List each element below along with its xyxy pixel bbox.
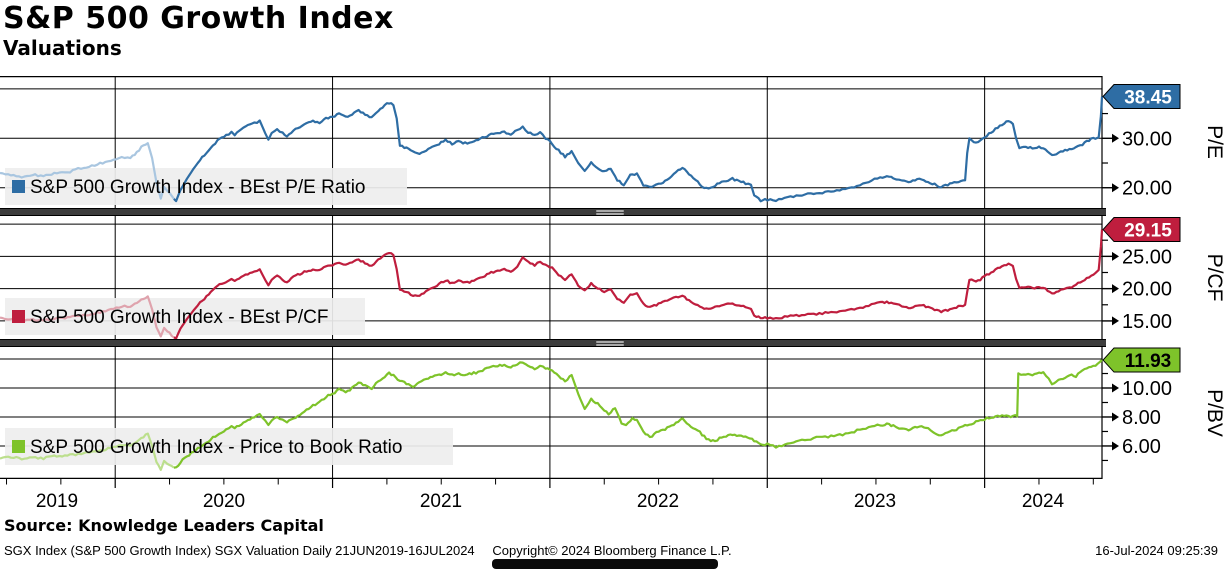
x-year-label: 2021 xyxy=(420,491,462,512)
x-axis: 2019 2020 2021 2022 2023 2024 xyxy=(6,479,1094,512)
y-tick-arrow-icon xyxy=(1112,251,1119,261)
legend-pbv[interactable]: S&P 500 Growth Index - Price to Book Rat… xyxy=(12,437,402,458)
legend-label: S&P 500 Growth Index - BEst P/CF xyxy=(30,307,329,328)
y-tick-label: 8.00 xyxy=(1122,407,1161,429)
y-tick-label: 30.00 xyxy=(1122,128,1172,150)
panel-separator xyxy=(0,208,1106,216)
y-tick-label: 6.00 xyxy=(1122,436,1161,458)
legend-marker-icon xyxy=(12,180,25,193)
legend-marker-icon xyxy=(12,310,25,323)
y-axis-title: P/E xyxy=(1203,125,1224,159)
legend-label: S&P 500 Growth Index - Price to Book Rat… xyxy=(30,437,402,458)
y-tick-label: 20.00 xyxy=(1122,279,1172,301)
y-tick-label: 15.00 xyxy=(1122,311,1172,333)
y-tick-arrow-icon xyxy=(1112,412,1119,422)
last-value-tag-pe: 38.45 xyxy=(1102,84,1181,110)
panel-drag-handle-icon[interactable] xyxy=(596,210,624,215)
legend-box xyxy=(5,168,407,205)
last-value-tag-shape xyxy=(1102,217,1181,243)
legend-box xyxy=(5,428,453,465)
panel-separator xyxy=(0,339,1106,347)
y-tick-arrow-icon xyxy=(1112,316,1119,326)
x-year-label: 2020 xyxy=(203,491,245,512)
legend-pcf[interactable]: S&P 500 Growth Index - BEst P/CF xyxy=(12,307,329,328)
last-value-tag-pbv: 11.93 xyxy=(1102,347,1181,373)
y-tick-arrow-icon xyxy=(1112,383,1119,393)
source-note: Source: Knowledge Leaders Capital xyxy=(4,516,324,535)
y-tick-arrow-icon xyxy=(1112,183,1119,193)
series-line xyxy=(173,96,1104,203)
x-year-label: 2022 xyxy=(637,491,679,512)
footer-timestamp: 16-Jul-2024 09:25:39 xyxy=(1095,543,1218,558)
page-title: S&P 500 Growth Index xyxy=(3,1,394,36)
footer-row: SGX Index (S&P 500 Growth Index) SGX Val… xyxy=(0,543,1224,561)
y-tick-label: 10.00 xyxy=(1122,378,1172,400)
last-value-tag-label: 38.45 xyxy=(1124,88,1172,109)
legend-label: S&P 500 Growth Index - BEst P/E Ratio xyxy=(30,177,365,198)
y-axis-title: P/CF xyxy=(1203,254,1224,302)
footer-copyright: Copyright© 2024 Bloomberg Finance L.P. xyxy=(492,543,732,558)
x-year-label: 2024 xyxy=(1022,491,1065,512)
chart-header: S&P 500 Growth Index Valuations xyxy=(3,1,394,61)
page-subtitle: Valuations xyxy=(3,36,122,60)
last-value-tag-pcf: 29.15 xyxy=(1102,217,1181,243)
series-line-early xyxy=(0,295,175,339)
x-year-label: 2019 xyxy=(36,491,78,512)
legend-marker-icon xyxy=(12,440,25,453)
panel-drag-handle-icon[interactable] xyxy=(596,341,624,346)
series-line-early xyxy=(0,432,175,472)
legend-box xyxy=(5,298,365,335)
last-value-tag-label: 29.15 xyxy=(1124,221,1172,242)
pe-panel-chart[interactable]: S&P 500 Growth Index - BEst P/E Ratio 30.… xyxy=(0,76,1224,208)
series-line xyxy=(173,229,1104,339)
last-value-tag-label: 11.93 xyxy=(1125,351,1172,372)
pbv-panel-chart[interactable]: S&P 500 Growth Index - Price to Book Rat… xyxy=(0,347,1224,479)
legend-pe[interactable]: S&P 500 Growth Index - BEst P/E Ratio xyxy=(12,177,365,198)
series-line xyxy=(173,359,1103,469)
y-tick-arrow-icon xyxy=(1112,441,1119,451)
bottom-center-bar xyxy=(492,559,718,569)
y-axis-title: P/BV xyxy=(1203,389,1224,437)
y-tick-label: 25.00 xyxy=(1122,246,1172,268)
y-tick-arrow-icon xyxy=(1112,284,1119,294)
footer-security-info: SGX Index (S&P 500 Growth Index) SGX Val… xyxy=(4,543,475,558)
series-line-early xyxy=(0,142,175,200)
pcf-panel-chart[interactable]: S&P 500 Growth Index - BEst P/CF 25.00 20.… xyxy=(0,216,1224,339)
y-tick-arrow-icon xyxy=(1112,133,1119,143)
x-year-label: 2023 xyxy=(854,491,896,512)
last-value-tag-shape xyxy=(1102,84,1181,110)
last-value-tag-shape xyxy=(1102,347,1181,373)
y-tick-label: 20.00 xyxy=(1122,178,1172,200)
